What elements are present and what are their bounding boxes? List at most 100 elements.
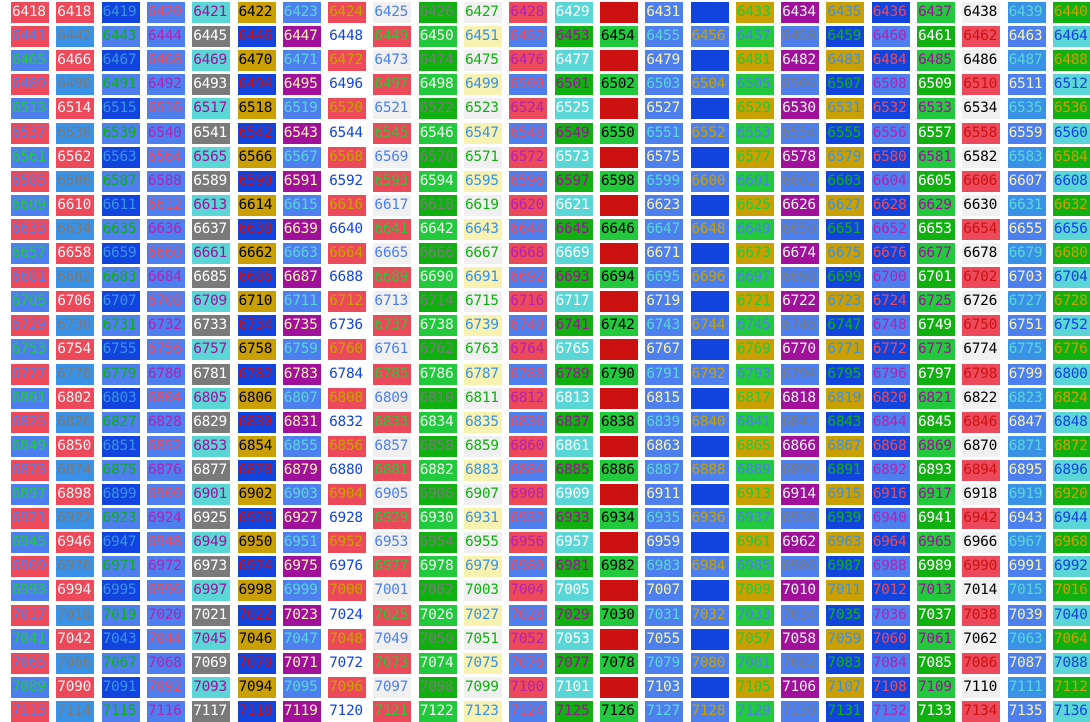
color-cell: 7003 bbox=[464, 580, 502, 602]
color-cell: 6964 bbox=[871, 532, 910, 554]
color-cell: 6757 bbox=[192, 339, 231, 361]
color-cell: 6766 bbox=[599, 339, 638, 361]
color-cell: 7039 bbox=[1007, 604, 1046, 626]
color-cell: 6622 bbox=[599, 194, 638, 216]
color-cell: 6623 bbox=[645, 194, 684, 216]
color-cell: 6802 bbox=[56, 387, 95, 409]
color-cell: 6730 bbox=[56, 315, 95, 337]
color-cell: 6784 bbox=[328, 363, 367, 385]
color-cell: 6474 bbox=[418, 50, 457, 72]
color-cell: 6688 bbox=[328, 267, 367, 289]
color-cell: 6456 bbox=[690, 26, 729, 48]
color-cell: 6633 bbox=[11, 218, 49, 240]
color-cell: 6726 bbox=[962, 291, 1001, 313]
color-cell: 6517 bbox=[192, 98, 231, 120]
color-cell: 6877 bbox=[192, 459, 231, 481]
color-cell: 6977 bbox=[373, 556, 412, 578]
color-cell: 6520 bbox=[328, 98, 367, 120]
color-cell: 7130 bbox=[781, 700, 820, 722]
color-cell: 6634 bbox=[56, 218, 95, 240]
color-cell: 6502 bbox=[599, 74, 638, 96]
color-cell: 6774 bbox=[962, 339, 1001, 361]
color-cell: 6952 bbox=[328, 532, 367, 554]
color-cell: 6582 bbox=[962, 146, 1001, 168]
color-cell: 6907 bbox=[464, 484, 502, 505]
color-cell: 7134 bbox=[962, 700, 1001, 722]
color-cell: 6831 bbox=[282, 411, 321, 433]
color-cell: 6937 bbox=[735, 508, 774, 530]
color-cell: 6441 bbox=[11, 26, 49, 48]
color-cell: 6559 bbox=[1007, 122, 1046, 144]
color-cell: 6589 bbox=[192, 170, 231, 192]
color-cell: 7078 bbox=[599, 652, 638, 674]
color-cell: 6434 bbox=[781, 2, 820, 23]
color-cell: 7010 bbox=[781, 580, 820, 602]
color-cell: 6596 bbox=[509, 170, 548, 192]
color-cell: 6420 bbox=[146, 2, 185, 23]
color-cell: 6828 bbox=[146, 411, 185, 433]
color-cell: 6996 bbox=[146, 580, 185, 602]
color-cell: 7043 bbox=[101, 628, 140, 650]
color-cell: 6874 bbox=[56, 459, 95, 481]
color-cell: 6522 bbox=[418, 98, 457, 120]
color-cell: 6805 bbox=[192, 387, 231, 409]
color-cell: 6772 bbox=[871, 339, 910, 361]
color-cell: 6906 bbox=[418, 484, 457, 505]
color-cell: 6919 bbox=[1007, 484, 1046, 505]
color-cell: 6550 bbox=[599, 122, 638, 144]
color-cell: 6812 bbox=[509, 387, 548, 409]
color-cell: 6961 bbox=[735, 532, 774, 554]
color-cell: 6600 bbox=[690, 170, 729, 192]
color-cell: 6750 bbox=[962, 315, 1001, 337]
color-cell: 6776 bbox=[1052, 339, 1090, 361]
color-cell: 6974 bbox=[237, 556, 276, 578]
color-cell: 6490 bbox=[56, 74, 95, 96]
color-cell: 6927 bbox=[282, 508, 321, 530]
color-cell: 6771 bbox=[826, 339, 865, 361]
color-cell: 6632 bbox=[1052, 194, 1090, 216]
color-cell: 6626 bbox=[781, 194, 820, 216]
color-cell: 6769 bbox=[735, 339, 774, 361]
color-cell: 6674 bbox=[781, 243, 820, 264]
color-cell: 6594 bbox=[418, 170, 457, 192]
color-cell: 6826 bbox=[56, 411, 95, 433]
color-cell: 6809 bbox=[373, 387, 412, 409]
color-cell: 6770 bbox=[781, 339, 820, 361]
color-cell: 6547 bbox=[464, 122, 502, 144]
color-cell: 6678 bbox=[962, 243, 1001, 264]
color-cell: 6440 bbox=[1052, 2, 1090, 23]
color-cell: 7099 bbox=[464, 676, 502, 698]
color-cell: 6712 bbox=[328, 291, 367, 313]
color-cell: 6439 bbox=[1007, 2, 1046, 23]
color-cell: 6920 bbox=[1052, 484, 1090, 505]
color-cell: 6761 bbox=[373, 339, 412, 361]
color-cell: 7019 bbox=[101, 604, 140, 626]
color-cell: 6715 bbox=[464, 291, 502, 313]
color-cell: 6663 bbox=[282, 243, 321, 264]
color-cell: 6489 bbox=[11, 74, 49, 96]
color-cell: 6946 bbox=[56, 532, 95, 554]
color-cell: 6604 bbox=[871, 170, 910, 192]
color-cell: 6972 bbox=[146, 556, 185, 578]
color-cell: 6885 bbox=[554, 459, 593, 481]
color-cell: 6909 bbox=[554, 484, 593, 505]
color-cell: 6670 bbox=[599, 243, 638, 264]
color-cell: 6452 bbox=[509, 26, 548, 48]
color-cell: 6573 bbox=[554, 146, 593, 168]
color-cell: 6737 bbox=[373, 315, 412, 337]
color-cell: 6785 bbox=[373, 363, 412, 385]
color-cell: 6945 bbox=[11, 532, 49, 554]
color-cell: 6537 bbox=[11, 122, 49, 144]
color-cell: 6554 bbox=[781, 122, 820, 144]
color-cell: 6457 bbox=[735, 26, 774, 48]
color-cell: 6435 bbox=[826, 2, 865, 23]
color-cell: 6651 bbox=[826, 218, 865, 240]
color-cell: 6556 bbox=[871, 122, 910, 144]
color-cell: 6618 bbox=[418, 194, 457, 216]
color-cell: 6713 bbox=[373, 291, 412, 313]
color-cell: 6954 bbox=[418, 532, 457, 554]
color-cell: 6839 bbox=[645, 411, 684, 433]
color-cell: 6498 bbox=[418, 74, 457, 96]
color-cell: 6881 bbox=[373, 459, 412, 481]
color-cell: 6887 bbox=[645, 459, 684, 481]
